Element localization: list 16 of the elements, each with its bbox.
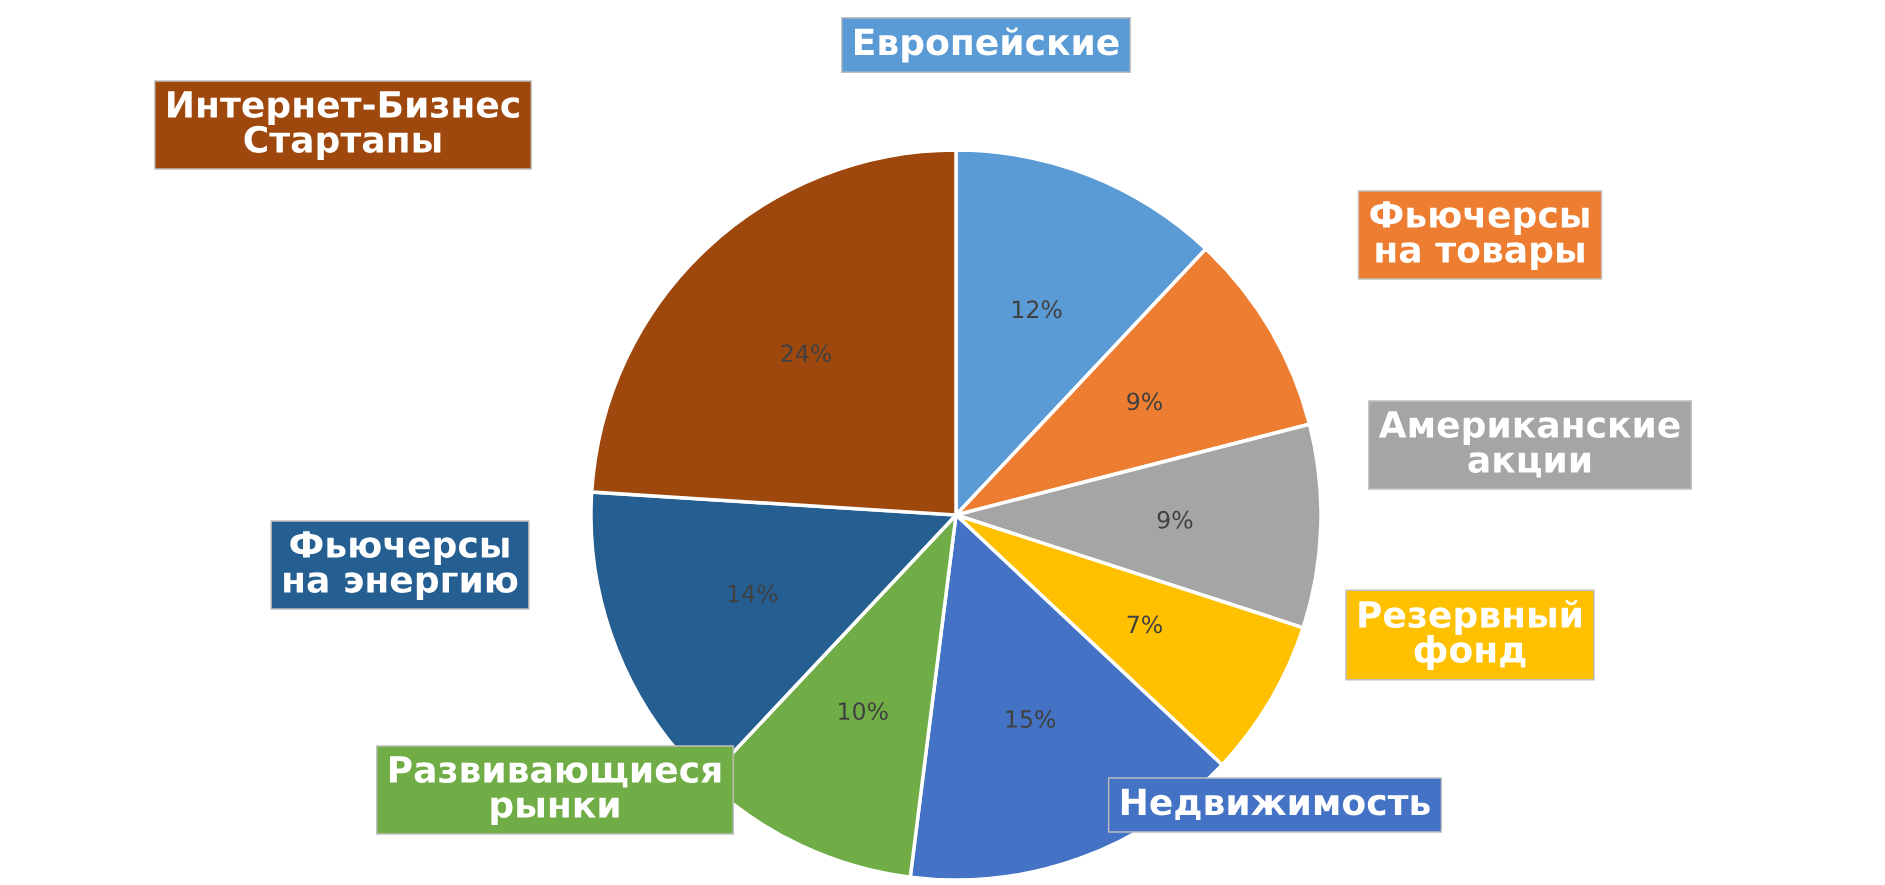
data-label: 9% xyxy=(1127,392,1162,411)
slice-label: Фьючерсы на энергию xyxy=(284,531,518,600)
data-label: 12% xyxy=(1012,300,1062,319)
slice-label: Интернет-Бизнес Стартапы xyxy=(168,91,519,160)
data-label: 7% xyxy=(1127,615,1162,634)
data-label: 10% xyxy=(839,702,888,721)
data-label: 14% xyxy=(728,584,778,603)
data-label: 9% xyxy=(1157,510,1193,529)
slice-label: Европейские xyxy=(855,27,1119,63)
slice-label: Развивающиеся рынки xyxy=(390,756,721,825)
data-label: 24% xyxy=(781,344,832,363)
slice-label: Фьючерсы на товары xyxy=(1370,201,1589,270)
slice-label: Недвижимость xyxy=(1121,788,1430,820)
slice-label: Резервный фонд xyxy=(1359,599,1581,671)
data-label: 15% xyxy=(1006,710,1056,728)
slice-label: Американские акции xyxy=(1378,411,1680,478)
